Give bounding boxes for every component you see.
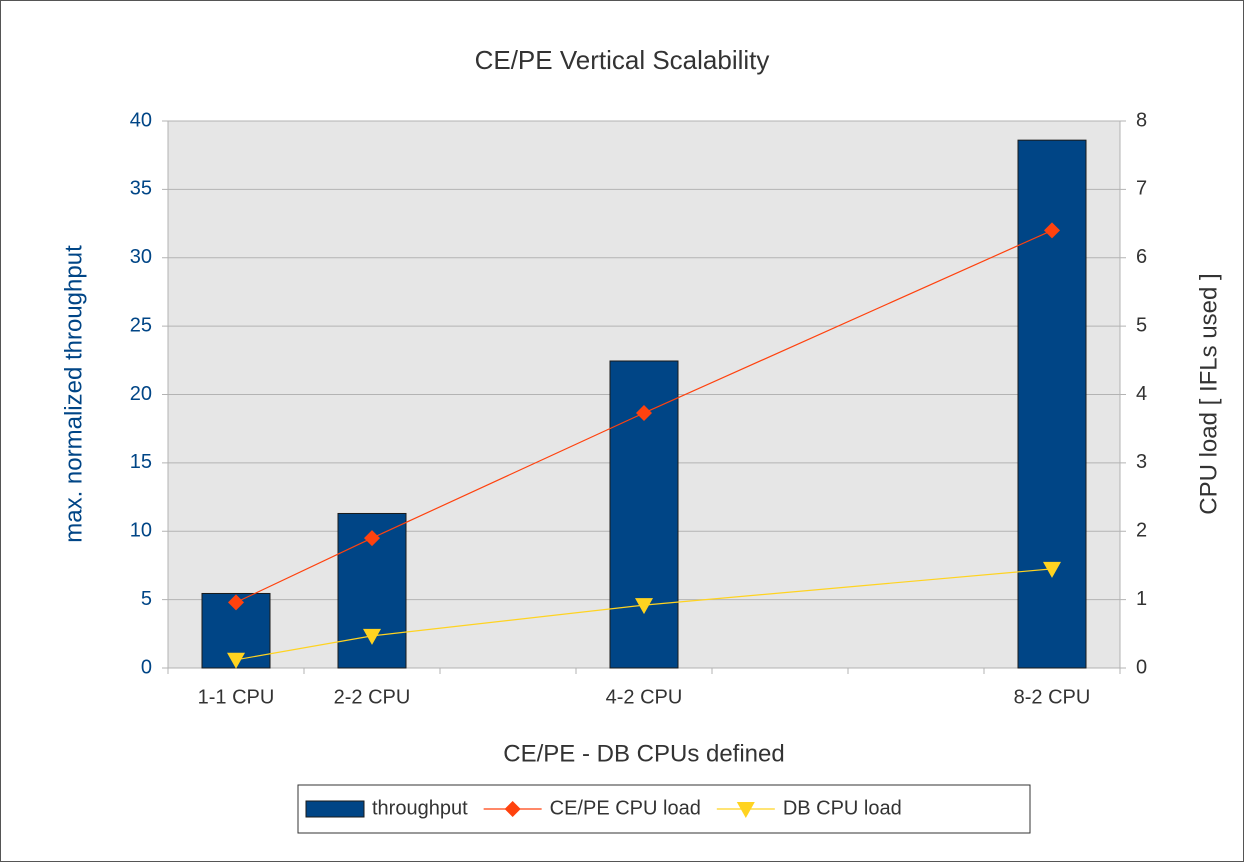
y2-tick-label: 5 <box>1136 314 1147 336</box>
y-axis-title: max. normalized throughput <box>60 245 87 543</box>
chart-title: CE/PE Vertical Scalability <box>475 45 770 75</box>
legend-label: CE/PE CPU load <box>550 797 701 819</box>
y-tick-label: 30 <box>130 246 152 268</box>
point <box>1043 561 1061 578</box>
y-tick-label: 35 <box>130 178 152 200</box>
y-tick-label: 15 <box>130 451 152 473</box>
legend-marker <box>736 802 755 818</box>
y2-tick-label: 4 <box>1136 383 1147 405</box>
x-tick-label: 1-1 CPU <box>198 686 275 708</box>
y-tick-label: 5 <box>141 588 152 610</box>
y2-tick-label: 6 <box>1136 246 1147 268</box>
y2-tick-label: 0 <box>1136 656 1147 678</box>
legend-swatch <box>305 800 365 818</box>
y-tick-label: 25 <box>130 314 152 336</box>
legend <box>297 784 1031 834</box>
y2-tick-label: 1 <box>1136 588 1147 610</box>
line <box>235 568 1053 661</box>
x-tick-label: 2-2 CPU <box>334 686 411 708</box>
point <box>227 652 245 669</box>
y2-tick-label: 8 <box>1136 109 1147 131</box>
point <box>1044 222 1060 239</box>
point <box>228 594 244 611</box>
y2-axis-title: CPU load [ IFLs used ] <box>1195 273 1222 514</box>
legend-label: DB CPU load <box>783 797 902 819</box>
x-tick-label: 8-2 CPU <box>1014 686 1091 708</box>
y-tick-label: 40 <box>130 109 152 131</box>
y2-tick-label: 7 <box>1136 178 1147 200</box>
line <box>235 229 1053 603</box>
point <box>636 404 652 421</box>
legend-marker <box>504 801 521 817</box>
y-tick-label: 10 <box>130 520 152 542</box>
y-tick-label: 0 <box>141 656 152 678</box>
y2-tick-label: 3 <box>1136 451 1147 473</box>
legend-label: throughput <box>372 797 468 819</box>
point <box>635 598 653 615</box>
point <box>364 530 380 547</box>
x-tick-label: 4-2 CPU <box>606 686 683 708</box>
point <box>363 628 381 645</box>
y2-tick-label: 2 <box>1136 520 1147 542</box>
x-axis-title: CE/PE - DB CPUs defined <box>503 740 784 767</box>
y-tick-label: 20 <box>130 383 152 405</box>
bar <box>1017 139 1087 669</box>
